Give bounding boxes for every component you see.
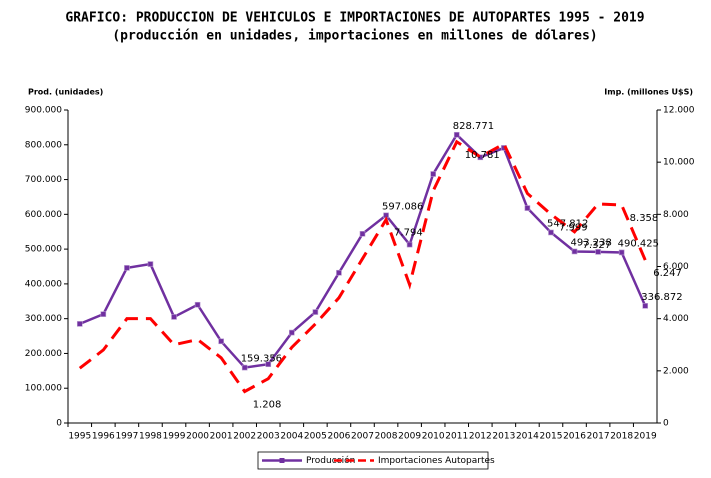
- y2-tick-label: 4.000: [663, 314, 689, 324]
- y2-tick-label: 2.000: [663, 366, 689, 376]
- x-tick-label: 2002: [233, 432, 256, 442]
- x-tick-label: 2015: [540, 432, 563, 442]
- y-tick-label: 300.000: [25, 314, 62, 324]
- data-label: 7.999: [559, 222, 588, 233]
- marker: [548, 229, 554, 236]
- x-tick-label: 2018: [610, 432, 633, 442]
- legend-marker: [279, 458, 285, 463]
- legend-box: [257, 451, 489, 470]
- y-tick-label: 700.000: [25, 175, 62, 185]
- data-label: 6.247: [653, 268, 682, 279]
- marker: [312, 309, 319, 315]
- data-label: 159.356: [241, 354, 282, 365]
- x-tick-label: 2017: [587, 432, 610, 442]
- x-tick-label: 2019: [634, 432, 657, 442]
- marker: [595, 249, 601, 255]
- data-label: 547.812: [547, 218, 588, 229]
- x-tick-label: 1997: [115, 432, 138, 442]
- x-tick-label: 1998: [139, 432, 162, 442]
- y-tick-label: 900.000: [25, 106, 62, 116]
- marker: [76, 321, 83, 327]
- data-label: 10.781: [465, 150, 500, 161]
- x-tick-label: 2012: [469, 432, 492, 442]
- x-tick-label: 2009: [398, 432, 421, 442]
- y-tick-label: 200.000: [25, 349, 62, 359]
- marker: [571, 248, 578, 255]
- x-tick-label: 1999: [163, 432, 186, 442]
- y-tick-label: 600.000: [25, 210, 62, 220]
- marker: [642, 303, 649, 309]
- marker: [147, 261, 154, 267]
- legend-label: Importaciones Autopartes: [378, 456, 495, 466]
- legend-label: Producción: [306, 455, 355, 466]
- marker: [359, 231, 366, 237]
- x-tick-label: 2005: [304, 432, 327, 442]
- y2-axis-title: Imp. (millones U$S): [604, 88, 693, 97]
- x-tick-label: 2007: [351, 432, 374, 442]
- y2-tick-label: 12.000: [663, 106, 695, 116]
- marker: [265, 361, 272, 368]
- y2-tick-label: 0: [663, 419, 669, 429]
- x-tick-label: 2014: [516, 432, 539, 442]
- data-label: 493.238: [571, 237, 612, 248]
- x-tick-label: 2000: [186, 432, 209, 442]
- x-tick-label: 2016: [563, 432, 586, 442]
- data-label: 1.208: [253, 399, 282, 410]
- y-tick-label: 0: [56, 419, 62, 429]
- y-tick-label: 400.000: [25, 279, 62, 289]
- y2-tick-label: 6.000: [663, 262, 689, 272]
- x-tick-label: 2008: [375, 432, 398, 442]
- y-tick-label: 500.000: [25, 245, 62, 255]
- data-label: 8.358: [630, 213, 659, 224]
- marker: [124, 265, 130, 271]
- x-tick-label: 2006: [327, 432, 350, 442]
- data-label: 336.872: [641, 292, 682, 303]
- x-tick-label: 2001: [210, 432, 233, 442]
- x-tick-label: 1995: [68, 432, 91, 442]
- data-label: 597.086: [382, 201, 423, 212]
- chart-subtitle: (producción en unidades, importaciones e…: [112, 29, 597, 44]
- y-tick-label: 800.000: [25, 140, 62, 150]
- marker: [618, 249, 625, 256]
- y2-tick-label: 10.000: [663, 158, 695, 168]
- marker: [218, 338, 224, 345]
- marker: [289, 329, 295, 336]
- marker: [406, 241, 413, 248]
- x-tick-label: 2003: [257, 432, 280, 442]
- marker: [171, 314, 177, 320]
- marker: [524, 205, 531, 211]
- marker: [194, 301, 201, 308]
- x-tick-label: 1996: [92, 432, 115, 442]
- marker: [477, 154, 484, 161]
- data-label: 7.327: [583, 240, 612, 251]
- x-tick-label: 2010: [422, 432, 445, 442]
- y-tick-label: 100.000: [25, 384, 62, 394]
- y2-tick-label: 8.000: [663, 210, 689, 220]
- x-tick-label: 2011: [445, 432, 468, 442]
- marker: [453, 131, 460, 138]
- marker: [100, 311, 107, 317]
- marker: [430, 171, 436, 177]
- marker: [336, 269, 342, 276]
- marker: [241, 364, 248, 371]
- data-label: 7.794: [394, 228, 423, 239]
- x-tick-label: 2013: [492, 432, 515, 442]
- chart-title: GRAFICO: PRODUCCION DE VEHICULOS E IMPOR…: [65, 11, 644, 26]
- y-axis-title: Prod. (unidades): [28, 88, 103, 97]
- series-line: [78, 139, 647, 394]
- data-label: 828.771: [453, 121, 494, 132]
- data-label: 490.425: [618, 238, 659, 249]
- x-tick-label: 2004: [280, 432, 303, 442]
